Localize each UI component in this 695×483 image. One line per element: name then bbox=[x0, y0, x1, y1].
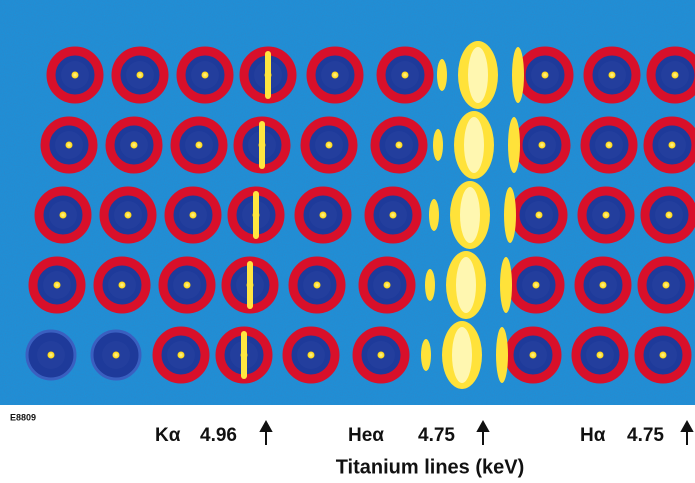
spot-core bbox=[608, 71, 616, 79]
band-blob bbox=[456, 257, 476, 313]
spot-core bbox=[189, 211, 197, 219]
line-energy: 4.75 bbox=[627, 425, 664, 446]
figure-id: E8809 bbox=[10, 412, 36, 422]
spot-core bbox=[602, 211, 610, 219]
band-blob bbox=[504, 187, 516, 243]
line-name: Kα bbox=[155, 425, 181, 446]
band-blob bbox=[452, 327, 472, 383]
spot-core bbox=[532, 281, 540, 289]
spot-core bbox=[538, 141, 546, 149]
spot-core bbox=[395, 141, 403, 149]
pinhole-array bbox=[25, 46, 695, 384]
spot-core bbox=[596, 351, 604, 359]
spot-core bbox=[71, 71, 79, 79]
spot-line bbox=[259, 121, 265, 169]
band-blob bbox=[500, 257, 512, 313]
band-blob bbox=[464, 117, 484, 173]
spot-core bbox=[118, 281, 126, 289]
spot-core bbox=[389, 211, 397, 219]
spot-core bbox=[201, 71, 209, 79]
band-blob bbox=[421, 339, 431, 371]
band-blob bbox=[433, 129, 443, 161]
spot-core bbox=[319, 211, 327, 219]
spot-core bbox=[65, 141, 73, 149]
spot-line bbox=[241, 331, 247, 379]
arrow bbox=[476, 419, 490, 445]
spot-core bbox=[177, 351, 185, 359]
spot-core bbox=[668, 141, 676, 149]
spot-core bbox=[535, 211, 543, 219]
band-blob bbox=[460, 187, 480, 243]
spot-core bbox=[59, 211, 67, 219]
band-blob bbox=[508, 117, 520, 173]
spot-core bbox=[659, 351, 667, 359]
band-blob bbox=[429, 199, 439, 231]
spot-core bbox=[671, 71, 679, 79]
spot-core bbox=[529, 351, 537, 359]
spot-core bbox=[331, 71, 339, 79]
spot-core bbox=[383, 281, 391, 289]
spot-core bbox=[307, 351, 315, 359]
line-name: Heα bbox=[348, 425, 384, 446]
line-energy: 4.75 bbox=[418, 425, 455, 446]
spot-core bbox=[47, 351, 55, 359]
bright-band bbox=[421, 41, 524, 389]
band-blob bbox=[512, 47, 524, 103]
spot-core bbox=[605, 141, 613, 149]
spot-core bbox=[377, 351, 385, 359]
spot-core bbox=[195, 141, 203, 149]
spot-core bbox=[130, 141, 138, 149]
spot-core bbox=[325, 141, 333, 149]
spot-line bbox=[247, 261, 253, 309]
spot-line bbox=[265, 51, 271, 99]
spot-core bbox=[124, 211, 132, 219]
spot-core bbox=[401, 71, 409, 79]
band-blob bbox=[437, 59, 447, 91]
line-name: Hα bbox=[580, 425, 606, 446]
line-energy: 4.96 bbox=[200, 425, 237, 446]
arrow bbox=[680, 419, 694, 445]
spot-core bbox=[313, 281, 321, 289]
band-blob bbox=[425, 269, 435, 301]
band-blob bbox=[496, 327, 508, 383]
spot-line bbox=[253, 191, 259, 239]
spot-core bbox=[665, 211, 673, 219]
band-blob bbox=[468, 47, 488, 103]
axis-title: Titanium lines (keV) bbox=[336, 456, 525, 478]
spot-core bbox=[599, 281, 607, 289]
spot-core bbox=[541, 71, 549, 79]
spot-core bbox=[136, 71, 144, 79]
spot-core bbox=[662, 281, 670, 289]
spot-core bbox=[112, 351, 120, 359]
arrow bbox=[259, 419, 273, 445]
spot-core bbox=[183, 281, 191, 289]
spot-core bbox=[53, 281, 61, 289]
